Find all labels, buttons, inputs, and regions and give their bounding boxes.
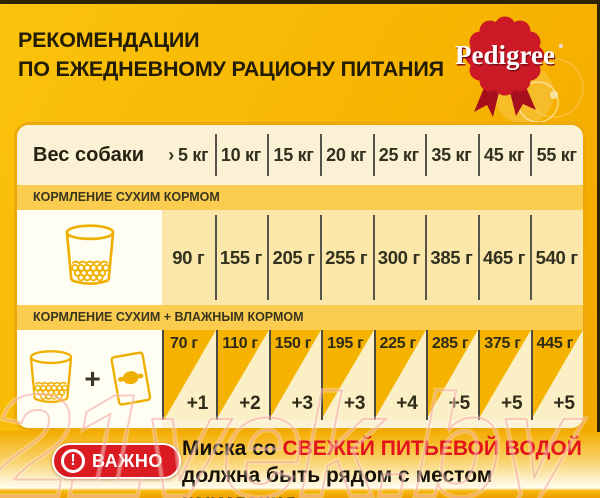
dry-section-label: КОРМЛЕНИЕ СУХИМ КОРМОМ	[17, 185, 583, 210]
weight-label: Вес собаки	[33, 143, 145, 166]
mixed-cell: 110 г +2	[216, 330, 269, 420]
mixed-wet-value: +1	[186, 393, 209, 414]
mixed-dry-value: 70 г	[170, 335, 198, 352]
dry-food-icon-cell	[17, 210, 162, 305]
weight-value: 5 кг	[178, 144, 209, 165]
chevron-right-icon: ›	[168, 144, 174, 165]
mixed-cell: 445 г +5	[530, 330, 583, 420]
mixed-cell: 225 г +4	[373, 330, 426, 420]
dry-value-cell: 540 г	[530, 210, 583, 305]
dry-value-cell: 155 г	[214, 210, 268, 305]
water-note: Миска со СВЕЖЕЙ ПИТЬЕВОЙ ВОДОЙ должна бы…	[182, 435, 600, 498]
mixed-cell: 150 г +3	[268, 330, 322, 420]
dry-value-cell: 385 г	[425, 210, 478, 305]
mixed-dry-value: 225 г	[379, 335, 417, 352]
weight-cell: 20 кг	[319, 125, 373, 185]
mixed-wet-value: +3	[291, 393, 314, 414]
weight-cell: 10 кг	[214, 125, 268, 185]
dry-value-cell: 465 г	[477, 210, 531, 305]
wet-food-pouch-icon	[110, 350, 151, 406]
weight-cell: 45 кг	[477, 125, 531, 185]
plus-icon: +	[84, 363, 101, 394]
mixed-dry-value: 375 г	[484, 335, 521, 352]
dry-value-cell: 255 г	[319, 210, 373, 305]
mixed-dry-value: 110 г	[222, 335, 258, 352]
important-badge-label: ВАЖНО	[92, 450, 163, 471]
trademark-dot-icon	[558, 43, 564, 49]
note-black-text: должна быть рядом с местом кормления.	[182, 464, 493, 498]
mixed-cell: 70 г +1	[162, 330, 217, 420]
table-header-row: Вес собаки › 5 кг 10 кг 15 кг 20 кг 25 к…	[17, 125, 583, 185]
dry-food-glass-icon	[65, 223, 114, 285]
top-border	[0, 0, 600, 4]
page-title-line2: ПО ЕЖЕДНЕВНОМУ РАЦИОНУ ПИТАНИЯ	[18, 57, 444, 81]
exclamation-icon: !	[61, 449, 85, 473]
footer: ! ВАЖНО Миска со СВЕЖЕЙ ПИТЬЕВОЙ ВОДОЙ д…	[0, 431, 600, 498]
mixed-cell: 195 г +3	[321, 330, 374, 420]
mixed-wet-value: +5	[448, 393, 471, 414]
rosette-petals	[465, 16, 545, 96]
mixed-wet-value: +3	[343, 393, 366, 414]
mixed-food-row: + 70 г +1 110 г +2	[17, 330, 583, 428]
note-red-text: СВЕЖЕЙ ПИТЬЕВОЙ ВОДОЙ	[282, 437, 582, 460]
mixed-food-icon-cell: +	[17, 330, 162, 428]
brand-text: Pedigree	[455, 40, 555, 70]
mixed-dry-value: 195 г	[327, 335, 364, 352]
mixed-wet-value: +5	[500, 393, 523, 414]
brand-text-shadow: Pedigree	[456, 42, 556, 72]
mixed-wet-value: +5	[553, 393, 575, 414]
mixed-dry-value: 445 г	[536, 335, 574, 352]
weight-cell: 35 кг	[425, 125, 478, 185]
dry-value-cell: 90 г	[172, 246, 205, 268]
pedigree-logo: Pedigree Pedigree	[426, 12, 586, 130]
weight-cell: › 5 кг	[162, 125, 215, 185]
mixed-cell: 375 г +5	[478, 330, 531, 420]
note-black-text: Миска со	[182, 437, 277, 460]
weight-cell: 55 кг	[530, 125, 583, 185]
weight-cell: 25 кг	[372, 125, 426, 185]
dry-food-glass-icon	[30, 349, 73, 403]
dry-values-strip: 90 г 155 г 205 г 255 г 300 г 385 г 465 г…	[162, 210, 583, 305]
mixed-wet-value: +2	[239, 393, 261, 414]
important-badge: ! ВАЖНО	[52, 443, 181, 479]
mixed-wet-value: +4	[396, 393, 418, 414]
dry-value-cell: 205 г	[267, 210, 320, 305]
page-title: РЕКОМЕНДАЦИИ ПО ЕЖЕДНЕВНОМУ РАЦИОНУ ПИТА…	[18, 26, 444, 84]
feeding-table: Вес собаки › 5 кг 10 кг 15 кг 20 кг 25 к…	[14, 122, 586, 431]
mixed-values-strip: 70 г +1 110 г +2 150 г +3 195 г +3 225 г	[162, 330, 583, 420]
mixed-cell: 285 г +5	[425, 330, 479, 420]
mixed-section-label: КОРМЛЕНИЕ СУХИМ + ВЛАЖНЫМ КОРМОМ	[17, 305, 583, 330]
pedigree-rosette-icon: Pedigree Pedigree	[455, 16, 584, 124]
mixed-dry-value: 285 г	[431, 335, 469, 352]
right-border	[597, 0, 600, 432]
weight-cell: 15 кг	[267, 125, 320, 185]
page-title-line1: РЕКОМЕНДАЦИИ	[18, 28, 200, 52]
dry-value-cell: 300 г	[372, 210, 426, 305]
mixed-dry-value: 150 г	[274, 335, 312, 352]
dry-food-row: 90 г 155 г 205 г 255 г 300 г 385 г 465 г…	[17, 210, 583, 305]
